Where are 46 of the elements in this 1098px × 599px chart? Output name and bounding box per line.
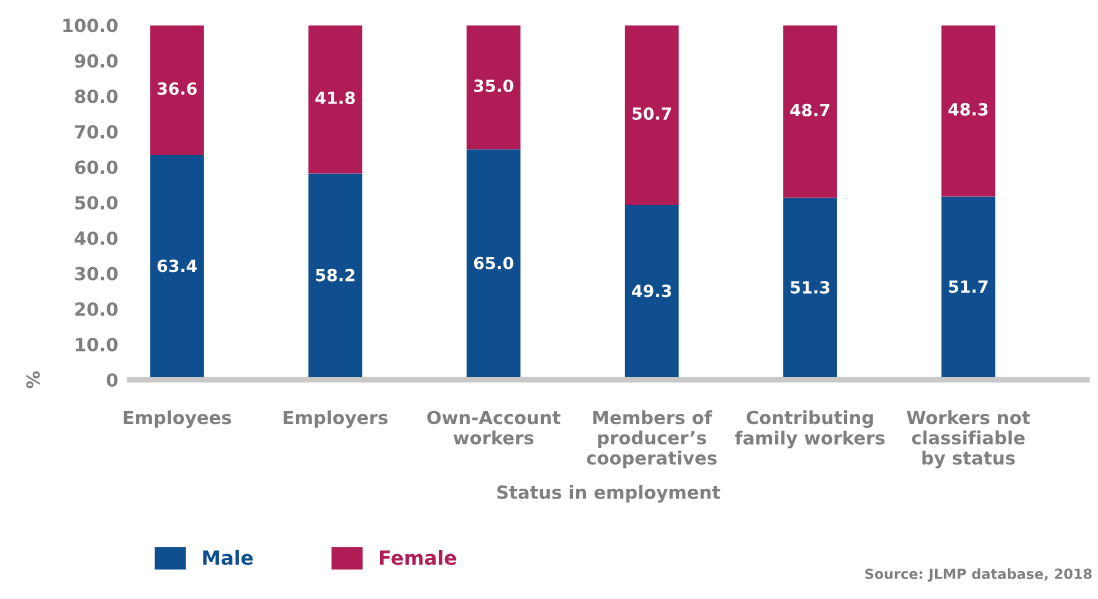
- x-tick-label: Members of producer’s cooperatives: [586, 410, 717, 469]
- bar: [308, 25, 363, 174]
- data-label: 51.3: [790, 281, 830, 294]
- data-label: 36.6: [157, 82, 197, 95]
- y-tick-label: 50.0: [75, 195, 118, 210]
- y-tick-label: 40.0: [74, 231, 118, 246]
- data-label: 49.3: [632, 284, 672, 298]
- data-label: 48.7: [790, 103, 830, 117]
- bar: [466, 149, 521, 380]
- bar: [150, 25, 204, 155]
- y-tick-label: 10.0: [75, 337, 118, 352]
- y-tick-label: 60.0: [75, 160, 118, 175]
- legend-label: Female: [379, 549, 457, 566]
- data-label: 48.3: [948, 103, 988, 116]
- y-tick-label: 30.0: [75, 266, 118, 281]
- source-note: Source: JLMP database, 2018: [865, 568, 1092, 582]
- legend-label: Male: [203, 549, 253, 566]
- y-tick-label: 70.0: [75, 125, 118, 139]
- x-tick-label: Contributing family workers: [735, 410, 885, 449]
- y-tick-label: 0: [106, 373, 118, 387]
- x-axis-title: Status in employment: [497, 485, 721, 503]
- bar: [150, 154, 204, 380]
- data-label: 51.7: [949, 280, 988, 293]
- data-label: 41.8: [315, 91, 355, 105]
- bar: [308, 173, 363, 380]
- y-axis-title: %: [26, 371, 40, 389]
- y-tick-label: 100.0: [63, 18, 118, 33]
- x-tick-label: Employees: [123, 410, 232, 428]
- data-label: 58.2: [316, 268, 355, 282]
- y-tick-label: 20.0: [75, 302, 118, 316]
- data-label: 63.4: [157, 259, 197, 273]
- y-tick-label: 90.0: [74, 54, 118, 68]
- bar: [783, 25, 837, 198]
- y-tick-label: 80.0: [75, 89, 118, 104]
- data-label: 50.7: [632, 107, 672, 120]
- bar: [466, 25, 521, 150]
- x-tick-label: Own-Account workers: [427, 410, 561, 445]
- bar: [941, 196, 996, 380]
- data-label: 65.0: [474, 256, 514, 270]
- bar: [624, 25, 679, 205]
- x-tick-label: Workers not classifiable by status: [906, 410, 1030, 469]
- x-tick-label: Employers: [283, 410, 388, 428]
- bar: [941, 25, 996, 197]
- bar: [624, 204, 679, 380]
- data-label: 35.0: [474, 79, 514, 93]
- bar: [783, 197, 837, 380]
